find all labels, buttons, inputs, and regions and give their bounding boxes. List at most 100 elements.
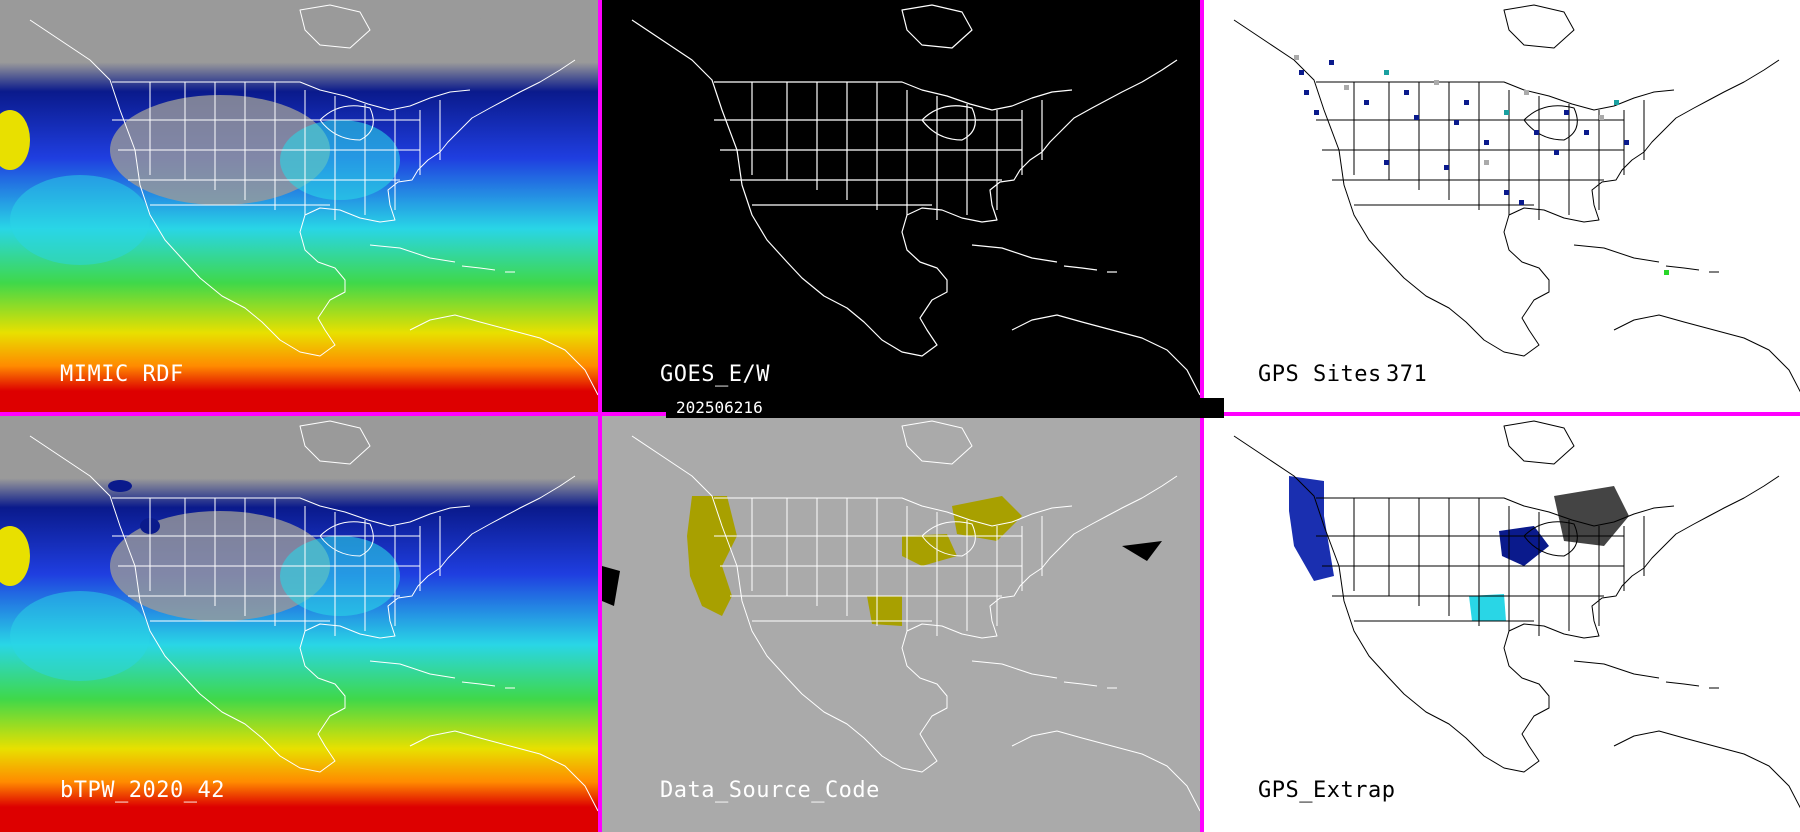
gps-site-marker bbox=[1364, 100, 1369, 105]
great-lakes bbox=[1523, 105, 1578, 141]
extrap-louisiana bbox=[1469, 594, 1506, 621]
south-america-coast bbox=[409, 314, 598, 396]
south-america-coast bbox=[1613, 314, 1800, 393]
caribbean-island bbox=[971, 660, 1058, 679]
pacific-moisture bbox=[10, 175, 150, 265]
gps-site-marker bbox=[1444, 165, 1449, 170]
caribbean-island bbox=[461, 681, 496, 687]
arctic-dry bbox=[470, 421, 598, 471]
south-america-coast bbox=[1613, 730, 1800, 809]
caribbean-island bbox=[1063, 265, 1098, 271]
gps-site-marker bbox=[1504, 110, 1509, 115]
gps-site-marker bbox=[1299, 70, 1304, 75]
caribbean-island bbox=[1573, 244, 1660, 263]
caribbean-island bbox=[461, 265, 496, 271]
coastline bbox=[631, 19, 1178, 357]
gps-extrap-panel: GPS_Extrap bbox=[1204, 416, 1800, 832]
data-source-west bbox=[687, 496, 737, 616]
gps-site-marker bbox=[1314, 110, 1319, 115]
extrap-ohio bbox=[1499, 526, 1549, 566]
gps-site-marker bbox=[1384, 70, 1389, 75]
mimic-rdf-label: MIMIC RDF bbox=[60, 362, 184, 387]
btpw-panel: bTPW_2020_42 bbox=[0, 416, 598, 832]
great-lakes bbox=[921, 521, 976, 557]
arctic-dry bbox=[470, 5, 598, 55]
data-source-louisiana bbox=[867, 596, 902, 626]
border-us-canada bbox=[714, 497, 1073, 527]
border-us-canada bbox=[112, 81, 471, 111]
gps-site-marker bbox=[1584, 130, 1589, 135]
greenland-coast bbox=[299, 4, 371, 49]
coastline bbox=[1233, 19, 1780, 357]
extrap-west bbox=[1289, 476, 1334, 581]
caribbean-island bbox=[1063, 681, 1098, 687]
gps-site-marker bbox=[1484, 140, 1489, 145]
goes-label: GOES_E/W bbox=[660, 362, 770, 387]
map-outline bbox=[29, 420, 598, 812]
greenland-coast bbox=[299, 420, 371, 465]
coastline bbox=[1233, 435, 1780, 773]
map-outline bbox=[1233, 420, 1800, 809]
data-source-map bbox=[602, 420, 1200, 812]
mimic-rdf-panel: MIMIC RDF bbox=[0, 0, 598, 412]
gps-site-marker bbox=[1524, 90, 1529, 95]
caribbean-island bbox=[1573, 660, 1660, 679]
gps-site-marker bbox=[1464, 100, 1469, 105]
gps-site-marker bbox=[1614, 100, 1619, 105]
great-lakes bbox=[921, 105, 976, 141]
gps-extrap-map bbox=[1233, 420, 1800, 809]
mimic-rdf-map bbox=[0, 0, 598, 412]
gps-site-marker bbox=[1384, 160, 1389, 165]
gps-site-marker bbox=[1554, 150, 1559, 155]
timestamp-bar: 202506216 bbox=[666, 398, 1224, 418]
gps-site-marker bbox=[1414, 115, 1419, 120]
gps-site-marker bbox=[1564, 110, 1569, 115]
west-edge-moisture bbox=[0, 110, 30, 170]
border-us-canada bbox=[112, 497, 471, 527]
gps-site-marker bbox=[1664, 270, 1669, 275]
gps-site-marker bbox=[1504, 190, 1509, 195]
goes-panel: GOES_E/W bbox=[602, 0, 1200, 398]
gps-site-marker bbox=[1599, 115, 1604, 120]
south-america-coast bbox=[1011, 314, 1200, 396]
greenland-coast bbox=[1503, 4, 1575, 49]
gps-site-marker bbox=[1484, 160, 1489, 165]
gps-blob bbox=[108, 480, 132, 492]
south-america-coast bbox=[409, 730, 598, 812]
caribbean-island bbox=[1665, 265, 1700, 271]
greenland-coast bbox=[901, 4, 973, 49]
map-outline bbox=[631, 4, 1200, 396]
gps-site-marker bbox=[1534, 130, 1539, 135]
border-us-canada bbox=[714, 81, 1073, 111]
moist-plume bbox=[280, 120, 400, 200]
great-lakes bbox=[1523, 521, 1578, 557]
gps-extrap-label: GPS_Extrap bbox=[1258, 778, 1396, 803]
gps-site-marker bbox=[1329, 60, 1334, 65]
separator-vertical-1 bbox=[598, 0, 602, 832]
moist-plume bbox=[280, 536, 400, 616]
gps-site-marker bbox=[1344, 85, 1349, 90]
gps-site-marker bbox=[1434, 80, 1439, 85]
data-source-northeast bbox=[952, 496, 1022, 541]
border-us-canada bbox=[1316, 81, 1675, 111]
caribbean-island bbox=[369, 244, 456, 263]
map-outline bbox=[1233, 4, 1800, 393]
btpw-label: bTPW_2020_42 bbox=[60, 778, 225, 803]
missing-data bbox=[1122, 541, 1162, 561]
caribbean-island bbox=[369, 660, 456, 679]
gps-site-marker bbox=[1519, 200, 1524, 205]
btpw-map bbox=[0, 416, 598, 832]
greenland-coast bbox=[1503, 420, 1575, 465]
caribbean-island bbox=[1665, 681, 1700, 687]
data-source-label: Data_Source_Code bbox=[660, 778, 880, 803]
goes-outline-map bbox=[631, 4, 1200, 396]
west-edge-moisture bbox=[0, 526, 30, 586]
coastline bbox=[631, 435, 1178, 773]
coastline bbox=[29, 435, 576, 773]
gps-site-marker bbox=[1294, 55, 1299, 60]
caribbean-island bbox=[971, 244, 1058, 263]
gps-site-marker bbox=[1304, 90, 1309, 95]
data-source-ohio bbox=[902, 534, 957, 566]
pacific-moisture bbox=[10, 591, 150, 681]
